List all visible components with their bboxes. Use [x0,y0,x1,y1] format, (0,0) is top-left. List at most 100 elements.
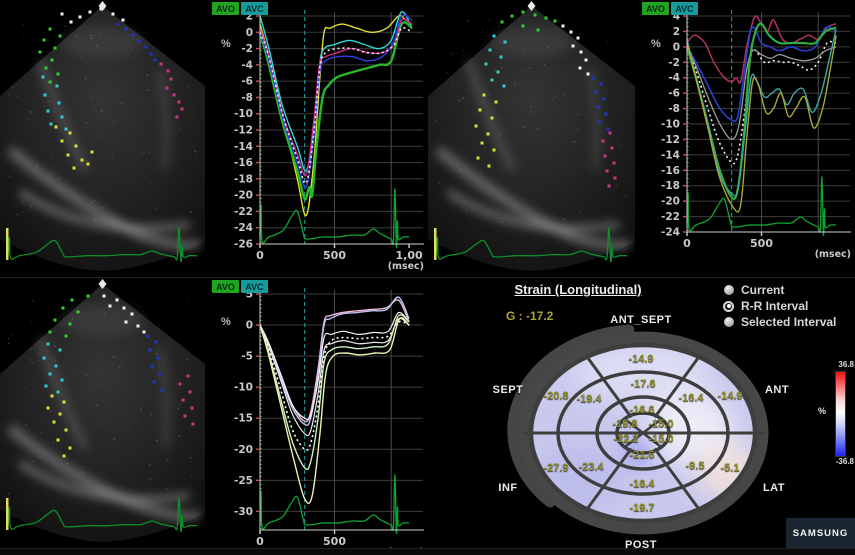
y-tick-label: -10 [234,108,253,120]
avo-button[interactable]: AVO [642,2,669,15]
y-tick-label: -22 [661,211,680,223]
bullseye-spoke [623,417,644,434]
ecg-trace [259,188,410,249]
x-axis-unit: (msec) [388,547,424,548]
global-strain-value: G : -17.2 [506,309,554,323]
segment-value-apex-lower-right: -15.0 [648,433,674,445]
radio-icon[interactable] [724,317,734,327]
y-axis-unit-label: % [221,38,231,50]
x-axis-unit: (msec) [815,249,851,260]
ecg-cursor [6,498,9,530]
y-tick-label: -4 [241,59,253,71]
ultrasound-image-apical-1 [0,0,205,277]
tracking-points [54,125,94,170]
colorbar-min-label: -36.8 [835,457,854,466]
strain-series-white-2 [259,317,410,437]
y-tick-label: 2 [246,11,253,23]
legend-option-selected-interval[interactable]: Selected Interval [724,314,836,330]
strain-series-gray [686,46,837,141]
region-label-ant: ANT [764,384,790,396]
segment-value-mid-lower-right: -9.5 [685,460,705,472]
y-tick-label: -5 [241,351,253,363]
strain-series-white-dotted [259,320,410,451]
y-tick-label: -6 [241,76,253,88]
tracking-points [601,131,617,188]
ecg-trace [259,474,410,535]
strain-series-green [685,22,837,200]
x-tick-label: 0 [256,249,264,262]
radio-icon[interactable] [724,285,734,295]
quadrant-divider [0,277,855,278]
y-axis-unit-label: % [221,316,231,328]
colorbar-max-label: 36.8 [838,360,854,369]
y-tick-label: -18 [661,180,680,192]
y-tick-label: -24 [234,222,253,234]
tracking-points [178,374,195,426]
segment-value-mid-upper-left: -19.4 [576,393,602,405]
segment-value-outer-bottom: -19.7 [629,502,655,514]
strain-chart-panel-3: AVO AVC % 5 0 -5 -10 -15 -20 -25 -30 0 500 (msec) [205,278,428,548]
bullseye-spoke [585,355,633,419]
ultrasound-sector [0,279,205,542]
y-tick-label: -30 [234,506,253,518]
sector-background [428,6,635,271]
region-label-lat: LAT [762,482,786,494]
y-tick-label: -4 [668,72,680,84]
y-tick-label: 0 [673,41,680,53]
x-tick-label: 0 [256,535,264,548]
region-label-inf: INF [498,482,518,494]
avc-button[interactable]: AVC [241,2,268,15]
colorbar-unit-label: % [818,406,827,416]
strain-series-green [258,21,413,201]
avo-button[interactable]: AVO [212,2,239,15]
avc-button[interactable]: AVC [241,280,268,293]
bottom-bar [0,548,855,555]
ultrasound-sector [0,1,205,271]
strain-series-blue [686,26,837,123]
segment-value-mid-top: -17.6 [630,378,656,390]
strain-series-light-blue [259,296,410,427]
bullseye-plot [507,324,769,535]
segment-value-outer-lower-right: -5.1 [720,462,740,474]
segment-value-outer-top: -14.9 [628,353,654,365]
ecg-cursor [6,228,9,260]
y-tick-label: -2 [241,43,253,55]
tracking-points [46,394,72,458]
tracking-points [159,62,184,119]
tracking-points [484,34,507,88]
bullseye-strain-panel: Strain (Longitudinal) G : -17.2 Current R… [428,278,855,551]
y-tick-label: 5 [246,289,253,301]
ultrasound-image-apical-2 [428,0,635,277]
strain-chart-svg: 20-2-4-6-8-10-12-14-16-18-20-22-24-260 50… [234,10,424,272]
bullseye-spoke [585,447,633,511]
segment-value-outer-lower-left: -27.9 [543,462,569,474]
segment-value-apex-upper-left: -19.8 [612,418,638,430]
y-tick-label: 0 [246,27,253,39]
legend-label: Selected Interval [741,315,837,329]
avc-button[interactable]: AVC [671,2,698,15]
y-tick-label: -15 [234,413,253,425]
strain-series-white-dotted [259,26,413,185]
radio-selected-icon[interactable] [723,300,734,312]
bullseye-spoke [642,432,663,449]
strain-series-white-1 [259,311,410,421]
tracking-points [116,22,157,62]
y-tick-label: -10 [661,119,680,131]
strain-chart-panel-1: AVO AVC % 2 0 -2 -4 -6 -8 -10 -12 -14 -16 -18 -20 -2… [205,0,428,277]
avo-button[interactable]: AVO [212,280,239,293]
ecg-trace [686,176,837,237]
segment-value-mid-upper-right: -16.4 [678,392,704,404]
ecg-cursor [434,228,437,260]
legend-option-r-r-interval[interactable]: R-R Interval [723,298,836,314]
y-tick-label: -22 [234,206,253,218]
y-tick-label: 4 [673,11,680,23]
legend-option-current[interactable]: Current [724,282,836,298]
strain-colorbar [835,371,846,457]
x-tick-label: 500 [750,237,773,250]
ecg-trace [7,497,198,533]
tissue-structures [7,304,202,521]
y-tick-label: -10 [234,382,253,394]
y-tick-label: -8 [241,92,253,104]
y-tick-label: -14 [234,141,253,153]
